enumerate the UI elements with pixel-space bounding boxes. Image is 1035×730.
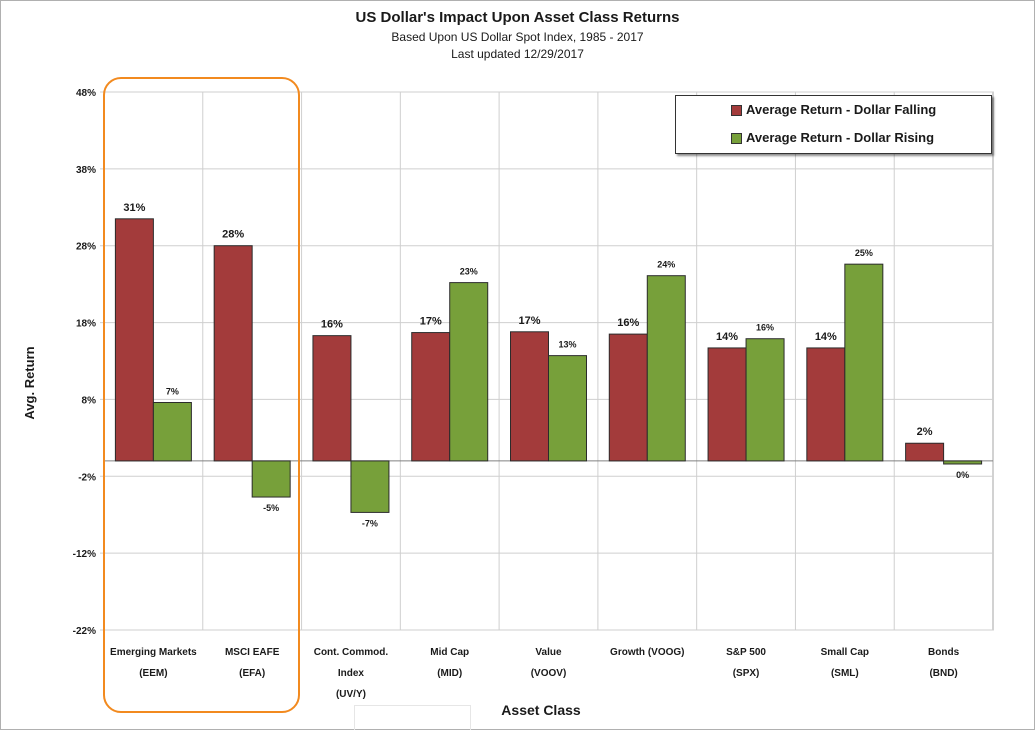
- data-label: 17%: [420, 316, 442, 328]
- legend: Average Return - Dollar Falling Average …: [675, 95, 992, 154]
- legend-item-dollar-rising: Average Return - Dollar Rising: [731, 130, 934, 146]
- bar-dollar-falling: [312, 335, 352, 462]
- x-category-label: Cont. Commod.: [314, 647, 389, 658]
- x-category-label: S&P 500: [726, 647, 766, 658]
- data-label: -5%: [263, 503, 279, 513]
- x-category-label: Index: [338, 668, 365, 679]
- data-label: 17%: [518, 315, 540, 327]
- x-category-label: (VOOV): [531, 668, 567, 679]
- x-category-label: Small Cap: [821, 647, 869, 658]
- bar-dollar-falling: [608, 333, 648, 462]
- bar-dollar-rising: [943, 460, 983, 465]
- bar-dollar-rising: [152, 402, 192, 462]
- data-label: 23%: [460, 267, 478, 277]
- bar-dollar-falling: [707, 347, 747, 462]
- y-tick-label: 48%: [76, 88, 96, 99]
- legend-label-falling: Average Return - Dollar Falling: [746, 102, 937, 117]
- x-category-label: (EFA): [239, 668, 265, 679]
- data-label: 31%: [123, 202, 145, 214]
- data-label: 2%: [917, 426, 933, 438]
- highlight-box: [103, 77, 300, 713]
- bar-dollar-rising: [251, 460, 291, 498]
- y-tick-label: -2%: [78, 472, 96, 483]
- bar-dollar-falling: [806, 347, 846, 462]
- x-category-label: Value: [535, 647, 562, 658]
- data-label: 7%: [166, 387, 179, 397]
- bar-dollar-rising: [350, 460, 390, 513]
- data-label: 16%: [321, 319, 343, 331]
- x-category-label: (SPX): [733, 668, 760, 679]
- data-label: -7%: [362, 518, 378, 528]
- y-tick-label: -12%: [73, 549, 96, 560]
- legend-label-rising: Average Return - Dollar Rising: [746, 130, 935, 145]
- y-tick-label: 18%: [76, 319, 96, 330]
- x-category-label: Growth (VOOG): [610, 647, 684, 658]
- legend-item-dollar-falling: Average Return - Dollar Falling: [731, 102, 936, 118]
- x-category-label: (EEM): [139, 668, 167, 679]
- y-axis-label: Avg. Return: [22, 346, 37, 420]
- x-category-label: (BND): [929, 668, 957, 679]
- y-tick-label: -22%: [73, 626, 96, 637]
- bar-dollar-rising: [548, 355, 587, 462]
- data-label: 24%: [657, 260, 675, 270]
- data-label: 14%: [716, 331, 738, 343]
- data-label: 0%: [956, 470, 969, 480]
- blank-box: [354, 705, 471, 730]
- data-label: 16%: [756, 323, 774, 333]
- bar-dollar-rising: [844, 263, 884, 462]
- x-category-label: (UV/Y): [336, 689, 366, 700]
- x-category-label: Emerging Markets: [110, 647, 197, 658]
- bar-dollar-falling: [213, 245, 253, 462]
- x-category-label: MSCI EAFE: [225, 647, 280, 658]
- bar-dollar-rising: [646, 275, 686, 462]
- x-category-label: Bonds: [928, 647, 960, 658]
- legend-swatch-rising: [731, 133, 742, 145]
- data-label: 16%: [617, 317, 639, 329]
- data-label: 13%: [558, 340, 576, 350]
- x-category-label: (SML): [831, 668, 859, 679]
- bar-dollar-rising: [449, 282, 489, 462]
- y-tick-label: 38%: [76, 165, 96, 176]
- y-tick-label: 8%: [82, 395, 97, 406]
- x-category-label: Mid Cap: [430, 647, 469, 658]
- chart-subtitle: Based Upon US Dollar Spot Index, 1985 - …: [391, 30, 644, 44]
- data-label: 25%: [855, 248, 873, 258]
- data-label: 14%: [815, 331, 837, 343]
- x-axis-label: Asset Class: [501, 702, 581, 718]
- bar-dollar-rising: [745, 338, 785, 462]
- data-label: 28%: [222, 229, 244, 241]
- bar-dollar-falling: [114, 218, 154, 462]
- bar-dollar-falling: [905, 442, 945, 462]
- chart-updated-date: Last updated 12/29/2017: [451, 47, 584, 61]
- bar-dollar-falling: [510, 331, 549, 462]
- x-category-label: (MID): [437, 668, 462, 679]
- y-tick-label: 28%: [76, 242, 96, 253]
- bar-dollar-falling: [411, 332, 451, 462]
- chart-title: US Dollar's Impact Upon Asset Class Retu…: [355, 9, 680, 26]
- legend-swatch-falling: [731, 105, 742, 117]
